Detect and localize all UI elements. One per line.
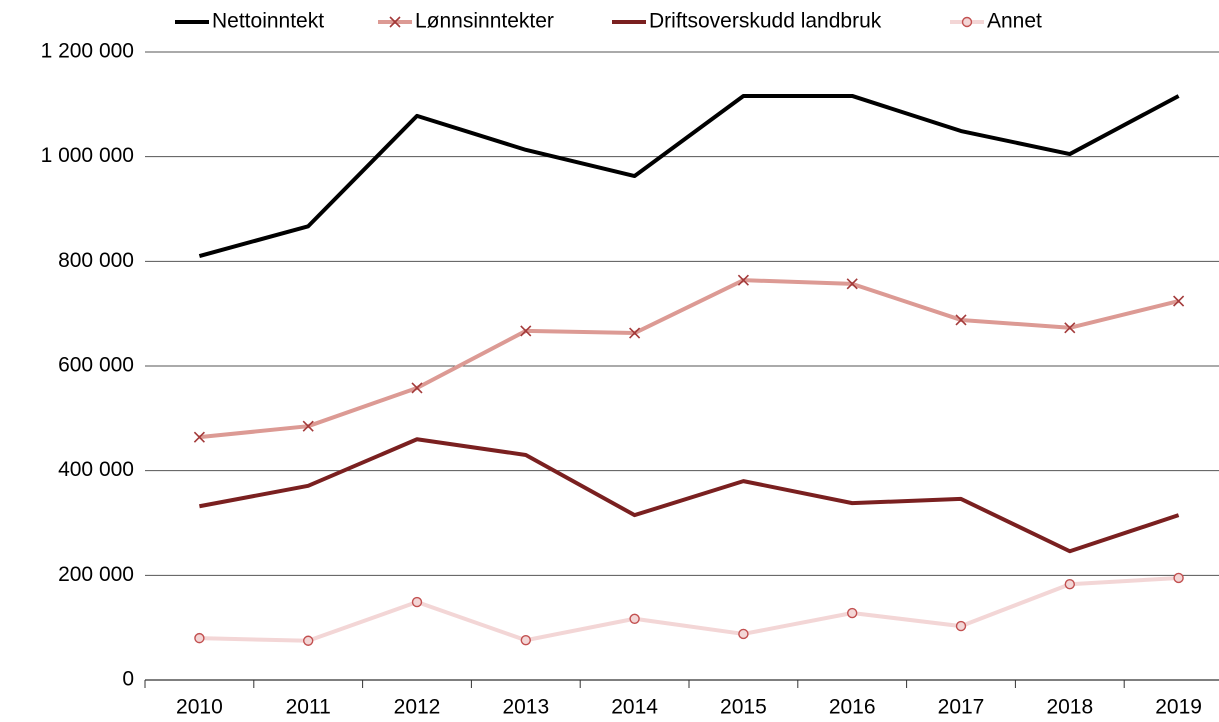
series-marker [629, 613, 640, 624]
legend-label: Annet [987, 10, 1042, 33]
series-marker [629, 327, 641, 339]
series-marker [846, 278, 858, 290]
series-marker [737, 274, 749, 286]
x-tick-label: 2018 [1046, 696, 1093, 719]
y-tick-label: 1 200 000 [41, 40, 134, 63]
x-tick-label: 2014 [611, 696, 658, 719]
series-marker [302, 420, 314, 432]
series-line [199, 575, 1179, 643]
y-tick-label: 1 000 000 [41, 144, 134, 167]
series-marker [411, 382, 423, 394]
legend-label: Driftsoverskudd landbruk [649, 10, 882, 33]
series-marker [955, 314, 967, 326]
series-marker [847, 607, 858, 619]
series-marker [411, 596, 423, 608]
y-tick-label: 0 [122, 668, 134, 691]
series-marker [1064, 322, 1076, 334]
y-tick-label: 400 000 [58, 458, 134, 481]
series-line [199, 278, 1180, 440]
x-tick-label: 2016 [829, 696, 876, 719]
legend-marker [389, 16, 401, 28]
series-marker [520, 325, 532, 337]
legend-label: Lønnsinntekter [415, 10, 554, 33]
series-marker [955, 620, 967, 632]
series-marker [520, 635, 531, 646]
x-tick-label: 2010 [176, 696, 223, 719]
series-line [199, 437, 1180, 554]
y-tick-label: 200 000 [58, 563, 134, 586]
x-tick-label: 2013 [502, 696, 549, 719]
series-marker [738, 628, 749, 640]
series-marker [303, 635, 314, 646]
y-tick-label: 600 000 [58, 354, 134, 377]
series-marker [194, 632, 205, 644]
x-tick-label: 2011 [286, 696, 331, 719]
x-tick-label: 2019 [1155, 696, 1202, 719]
legend-marker [961, 16, 973, 28]
legend-label: Nettoinntekt [212, 10, 324, 33]
x-tick-label: 2015 [720, 696, 767, 719]
x-tick-label: 2017 [938, 696, 985, 719]
series-marker [193, 431, 205, 443]
x-tick-label: 2012 [394, 696, 441, 719]
series-marker [1173, 295, 1185, 307]
series-marker [1064, 579, 1076, 590]
series-line [198, 93, 1180, 259]
y-tick-label: 800 000 [58, 249, 134, 272]
series-marker [1173, 572, 1184, 584]
